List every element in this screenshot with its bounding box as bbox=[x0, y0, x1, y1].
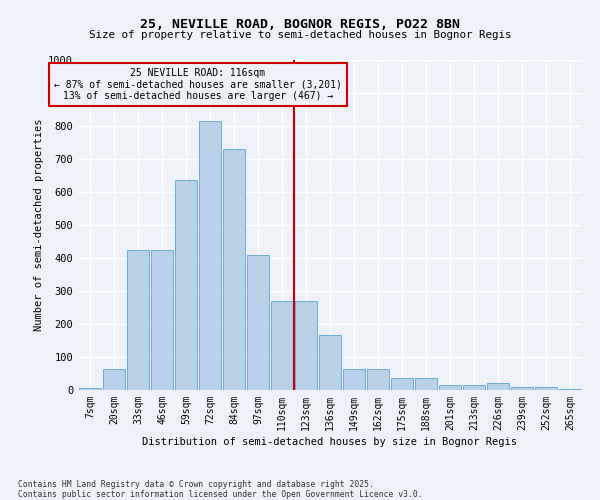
Bar bbox=[535, 386, 557, 390]
Bar bbox=[103, 368, 125, 390]
Bar bbox=[415, 378, 437, 390]
Text: Contains HM Land Registry data © Crown copyright and database right 2025.
Contai: Contains HM Land Registry data © Crown c… bbox=[18, 480, 422, 499]
Bar bbox=[559, 389, 581, 390]
Text: Size of property relative to semi-detached houses in Bognor Regis: Size of property relative to semi-detach… bbox=[89, 30, 511, 40]
Bar bbox=[439, 385, 461, 390]
Text: 25, NEVILLE ROAD, BOGNOR REGIS, PO22 8BN: 25, NEVILLE ROAD, BOGNOR REGIS, PO22 8BN bbox=[140, 18, 460, 30]
Bar bbox=[79, 388, 101, 390]
Bar bbox=[199, 121, 221, 390]
Bar bbox=[511, 388, 533, 390]
Y-axis label: Number of semi-detached properties: Number of semi-detached properties bbox=[34, 118, 44, 331]
Bar bbox=[223, 149, 245, 390]
Bar bbox=[151, 250, 173, 390]
Bar bbox=[295, 301, 317, 390]
Bar bbox=[127, 250, 149, 390]
Bar bbox=[487, 384, 509, 390]
Bar bbox=[463, 385, 485, 390]
Bar bbox=[343, 368, 365, 390]
Bar bbox=[271, 301, 293, 390]
Bar bbox=[319, 334, 341, 390]
Text: 25 NEVILLE ROAD: 116sqm
← 87% of semi-detached houses are smaller (3,201)
13% of: 25 NEVILLE ROAD: 116sqm ← 87% of semi-de… bbox=[54, 68, 342, 102]
Bar bbox=[367, 368, 389, 390]
Bar bbox=[391, 378, 413, 390]
X-axis label: Distribution of semi-detached houses by size in Bognor Regis: Distribution of semi-detached houses by … bbox=[143, 437, 517, 447]
Bar bbox=[247, 254, 269, 390]
Bar bbox=[175, 180, 197, 390]
